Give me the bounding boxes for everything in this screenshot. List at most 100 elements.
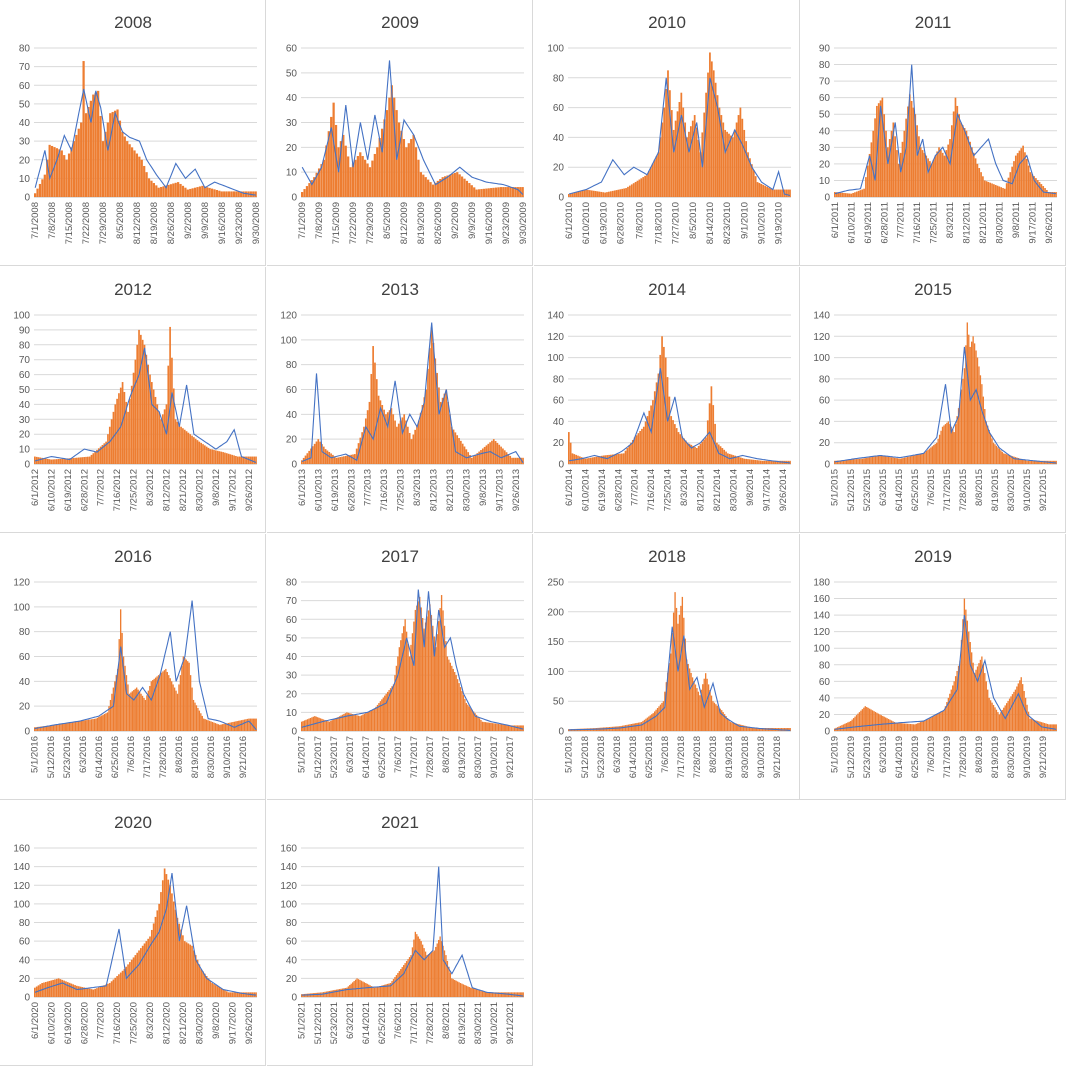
bar [972, 662, 975, 731]
bar [488, 992, 491, 998]
bar [892, 457, 894, 464]
y-tick-label: 30 [286, 118, 298, 129]
bar [446, 656, 448, 731]
bar [156, 675, 158, 731]
x-tick-label: 7/17/2016 [142, 736, 153, 778]
bar [99, 446, 102, 464]
y-tick-label: 140 [547, 310, 564, 321]
bar [90, 454, 93, 464]
bar [111, 693, 113, 731]
x-tick-label: 9/17/2013 [494, 469, 505, 511]
x-tick-label: 7/16/2012 [112, 469, 123, 511]
bar [379, 700, 381, 731]
bar [860, 710, 862, 731]
bar [87, 456, 89, 464]
bar [103, 713, 106, 731]
chart-title: 2009 [381, 13, 419, 32]
bar [889, 719, 891, 731]
bar [666, 672, 668, 731]
bar [1026, 158, 1028, 197]
bar [39, 457, 42, 464]
bar [218, 987, 221, 998]
bar [163, 409, 166, 464]
bar [373, 708, 375, 731]
bar [678, 614, 680, 731]
bar [756, 182, 758, 197]
bar [910, 456, 912, 464]
bar [245, 718, 247, 731]
bar [978, 662, 980, 731]
bar [223, 191, 226, 197]
bar [838, 460, 840, 464]
bar [479, 449, 482, 464]
bar [415, 605, 418, 731]
bar [777, 460, 780, 464]
bar [869, 457, 871, 464]
bar [850, 193, 853, 197]
x-tick-label: 7/28/2016 [158, 736, 169, 778]
bar [1018, 150, 1021, 197]
chart-title: 2019 [914, 547, 952, 566]
bar [670, 110, 673, 197]
bar [205, 976, 208, 998]
bar [691, 445, 694, 464]
bar [210, 188, 214, 197]
bar [383, 119, 386, 197]
bar [834, 192, 836, 197]
bar [472, 988, 475, 998]
x-tick-label: 7/16/2020 [112, 1002, 123, 1044]
x-tick-label: 9/9/2009 [467, 202, 478, 239]
bar [224, 452, 226, 464]
bar [252, 718, 254, 731]
bar [88, 456, 91, 464]
bar [164, 185, 168, 197]
bar [99, 715, 101, 731]
bar [182, 935, 184, 998]
y-tick-label: 20 [19, 974, 31, 985]
x-tick-label: 7/27/2010 [670, 202, 681, 244]
bar [465, 180, 468, 197]
bar [975, 669, 977, 731]
bar [337, 716, 339, 731]
bar [461, 443, 464, 464]
bar [1023, 459, 1026, 464]
bar [628, 723, 631, 731]
bar [643, 175, 646, 197]
bar [110, 419, 113, 464]
bar [448, 414, 451, 464]
bar [375, 147, 379, 197]
bar [590, 190, 593, 197]
bar [412, 434, 414, 464]
bar [158, 904, 160, 998]
y-tick-label: 50 [552, 696, 564, 707]
bar [867, 707, 870, 731]
x-tick-label: 9/8/2011 [1011, 202, 1022, 238]
x-tick-label: 6/1/2020 [30, 1002, 41, 1039]
bar [174, 182, 177, 197]
bar [1035, 460, 1037, 464]
bar [1010, 455, 1012, 464]
bar [484, 721, 486, 731]
bar [510, 457, 513, 464]
bar [683, 122, 686, 197]
bar [943, 155, 946, 197]
bar [679, 605, 682, 731]
bar [52, 459, 54, 464]
bar [386, 691, 389, 731]
line-series [34, 88, 256, 196]
bar [447, 966, 450, 998]
x-tick-label: 6/19/2014 [596, 469, 607, 511]
bar [456, 678, 459, 731]
bar [969, 346, 972, 464]
bar [302, 720, 304, 731]
bar [161, 880, 164, 998]
bar [609, 191, 612, 197]
bar [947, 421, 950, 464]
bar [446, 401, 449, 464]
bar [580, 190, 583, 197]
y-tick-label: 100 [814, 643, 831, 654]
bar [775, 460, 778, 464]
bar [81, 456, 84, 464]
